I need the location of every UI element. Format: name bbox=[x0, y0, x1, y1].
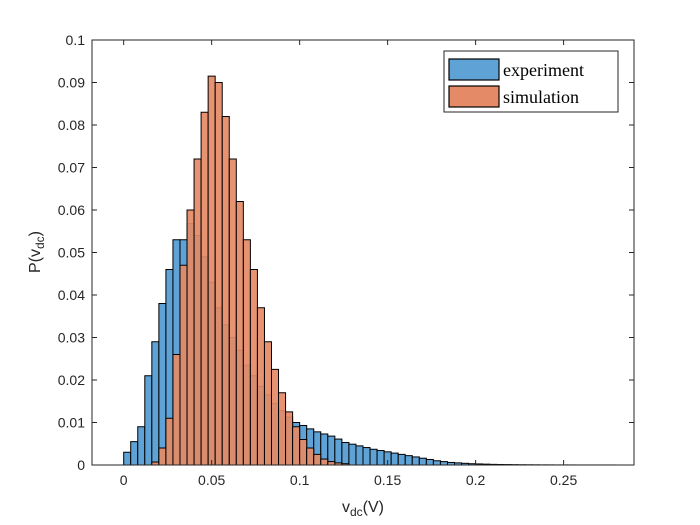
experiment-bar bbox=[151, 341, 160, 466]
simulation-bar bbox=[278, 392, 287, 466]
y-tick-label: 0.06 bbox=[58, 202, 85, 218]
y-axis-label: P(vdc) bbox=[27, 231, 47, 273]
y-axis-label-suffix: ) bbox=[27, 231, 44, 236]
simulation-bar bbox=[292, 426, 301, 466]
simulation-bar bbox=[235, 201, 244, 466]
experiment-bar bbox=[130, 441, 139, 466]
x-tick-label: 0.2 bbox=[466, 472, 486, 488]
legend: experiment simulation bbox=[443, 50, 619, 113]
x-axis-label-main: v bbox=[342, 499, 350, 516]
x-tick-label: 0 bbox=[120, 472, 128, 488]
y-tick-label: 0 bbox=[77, 457, 85, 473]
legend-label-experiment: experiment bbox=[503, 60, 584, 80]
simulation-bar bbox=[249, 269, 258, 466]
simulation-bar bbox=[263, 341, 272, 466]
x-axis-label-subscript: dc bbox=[350, 505, 363, 519]
experiment-bar bbox=[334, 438, 343, 466]
experiment-bar bbox=[123, 451, 132, 466]
simulation-bar bbox=[207, 75, 216, 466]
y-tick-label: 0.07 bbox=[58, 160, 85, 176]
simulation-bar bbox=[214, 82, 223, 466]
simulation-bar bbox=[179, 264, 188, 466]
simulation-bar bbox=[256, 307, 265, 466]
experiment-bar bbox=[432, 460, 441, 466]
experiment-bar bbox=[418, 457, 427, 466]
simulation-bar bbox=[165, 417, 174, 466]
y-tick-label: 0.02 bbox=[58, 372, 85, 388]
experiment-bar bbox=[376, 450, 385, 466]
simulation-bar bbox=[186, 209, 195, 466]
simulation-bar bbox=[270, 368, 280, 466]
y-axis-label-subscript: dc bbox=[33, 236, 47, 249]
experiment-bar bbox=[411, 456, 420, 466]
x-axis-label: vdc(V) bbox=[342, 499, 384, 519]
simulation-bar bbox=[242, 239, 251, 466]
x-tick-label: 0.1 bbox=[290, 472, 310, 488]
experiment-bar bbox=[397, 453, 406, 466]
y-tick-label: 0.09 bbox=[58, 75, 85, 91]
simulation-bar bbox=[313, 453, 322, 466]
experiment-bar bbox=[369, 448, 378, 466]
experiment-bar bbox=[341, 441, 350, 466]
x-tick-label: 0.25 bbox=[550, 472, 577, 488]
experiment-bar bbox=[439, 461, 448, 466]
experiment-bar bbox=[425, 458, 434, 466]
y-tick-label: 0.05 bbox=[58, 245, 85, 261]
experiment-bar bbox=[137, 426, 146, 466]
experiment-bar bbox=[355, 445, 364, 466]
experiment-bar bbox=[327, 435, 336, 466]
y-tick-label: 0.1 bbox=[66, 32, 86, 48]
legend-label-simulation: simulation bbox=[503, 87, 579, 107]
simulation-bar bbox=[200, 111, 209, 466]
simulation-bar bbox=[285, 411, 294, 466]
y-tick-label: 0.04 bbox=[58, 287, 85, 303]
simulation-bar bbox=[306, 447, 315, 466]
legend-swatch-simulation bbox=[448, 85, 500, 108]
experiment-bar bbox=[390, 452, 399, 466]
legend-swatch-experiment bbox=[448, 58, 500, 81]
experiment-bar bbox=[404, 455, 413, 466]
y-tick-label: 0.03 bbox=[58, 330, 85, 346]
simulation-bar bbox=[158, 447, 167, 466]
simulation-bar bbox=[228, 158, 237, 466]
simulation-bar bbox=[299, 439, 308, 466]
y-tick-label: 0.08 bbox=[58, 117, 85, 133]
axis-ticks: 0 0.05 0.1 0.15 0.2 0.25 0 0.01 0.02 0.03 0.04 0.05… bbox=[58, 32, 634, 488]
x-axis-label-suffix: (V) bbox=[363, 499, 384, 516]
experiment-bar bbox=[158, 303, 167, 466]
simulation-bar bbox=[172, 354, 181, 466]
simulation-bar bbox=[327, 461, 336, 466]
x-tick-label: 0.15 bbox=[374, 472, 401, 488]
y-tick-label: 0.01 bbox=[58, 415, 85, 431]
experiment-bar bbox=[362, 447, 371, 466]
y-axis-label-main: P(v bbox=[27, 249, 44, 273]
experiment-bar bbox=[348, 443, 357, 466]
x-tick-label: 0.05 bbox=[198, 472, 225, 488]
experiment-bar bbox=[144, 375, 153, 466]
simulation-bar bbox=[193, 158, 202, 466]
simulation-bar bbox=[221, 116, 230, 466]
simulation-bar bbox=[320, 458, 329, 466]
